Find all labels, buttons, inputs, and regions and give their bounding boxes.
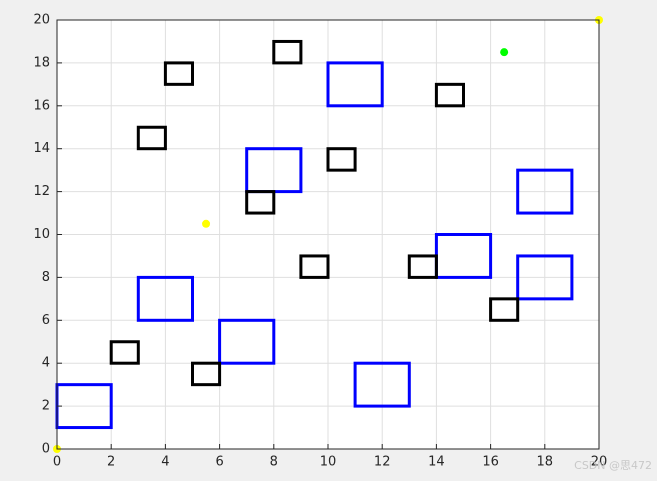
y-tick-label: 8 (42, 270, 50, 285)
obstacle (272, 39, 303, 65)
y-tick-label: 0 (42, 442, 50, 457)
obstacle (326, 147, 357, 172)
obstacle (407, 254, 438, 279)
x-tick-label: 0 (53, 455, 61, 470)
y-tick-label: 14 (33, 141, 50, 156)
obstacle (109, 340, 140, 365)
y-tick-label: 16 (33, 98, 50, 113)
x-tick-label: 10 (320, 455, 337, 470)
y-tick-label: 10 (33, 227, 50, 242)
obstacle (245, 190, 276, 215)
watermark: CSDN @思472 (574, 459, 652, 472)
obstacle (218, 318, 276, 365)
obstacle (191, 361, 222, 387)
y-tick-label: 20 (33, 13, 50, 28)
obstacle (489, 297, 520, 322)
obstacle (516, 254, 574, 301)
obstacle (136, 125, 167, 151)
y-tick-label: 4 (42, 356, 50, 371)
x-tick-label: 12 (374, 455, 391, 470)
x-tick-label: 20 (591, 455, 608, 470)
obstacle (163, 61, 194, 86)
x-tick-label: 14 (428, 455, 445, 470)
y-tick-label: 18 (33, 55, 50, 70)
x-tick-label: 6 (215, 455, 223, 470)
obstacle (434, 82, 465, 108)
y-tick-label: 6 (42, 313, 50, 328)
y-tick-label: 2 (42, 399, 50, 414)
x-tick-label: 18 (537, 455, 554, 470)
obstacle (516, 168, 574, 215)
obstacle (326, 61, 384, 108)
point (500, 48, 509, 57)
obstacle (353, 361, 411, 408)
obstacle (136, 275, 195, 322)
x-tick-label: 2 (107, 455, 115, 470)
x-tick-label: 16 (482, 455, 499, 470)
y-tick-label: 12 (33, 184, 50, 199)
point (202, 219, 211, 228)
x-tick-label: 4 (161, 455, 169, 470)
x-tick-label: 8 (270, 455, 278, 470)
obstacle (299, 254, 330, 279)
